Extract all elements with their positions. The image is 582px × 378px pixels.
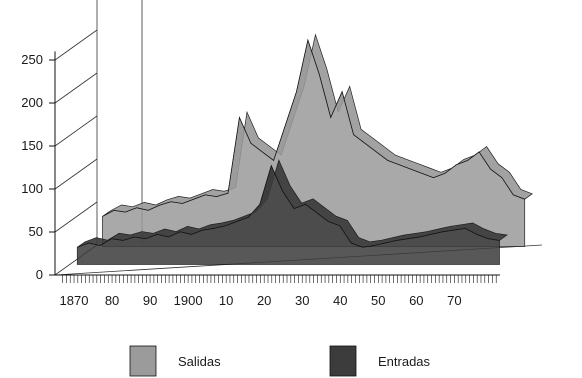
x-tick-label: 60 xyxy=(409,293,423,308)
x-tick-label: 50 xyxy=(371,293,385,308)
series-salidas xyxy=(102,38,526,247)
y-tick-label: 50 xyxy=(29,224,43,239)
series-entradas xyxy=(76,164,500,265)
x-tick-label: 80 xyxy=(105,293,119,308)
legend-swatch-entradas xyxy=(329,345,357,377)
y-tick-label: 200 xyxy=(21,95,43,110)
grid-line xyxy=(54,115,98,147)
x-tick-label: 20 xyxy=(257,293,271,308)
legend-label-salidas: Salidas xyxy=(178,354,221,369)
x-tick-label: 1900 xyxy=(174,293,203,308)
x-tick-label: 30 xyxy=(295,293,309,308)
y-tick-label: 100 xyxy=(21,181,43,196)
grid-line xyxy=(54,201,98,233)
legend-label-entradas: Entradas xyxy=(378,354,431,369)
chart-legend: Salidas Entradas xyxy=(129,345,431,377)
chart-axes: 0 50 100 150 200 250 1870 80 90 1900 10 20 30 40 50 60 7… xyxy=(21,51,500,308)
x-tick-label: 90 xyxy=(143,293,157,308)
y-tick-label: 0 xyxy=(36,267,43,282)
grid-line xyxy=(54,29,98,61)
x-tick-label: 70 xyxy=(447,293,461,308)
x-tick-label: 1870 xyxy=(60,293,89,308)
chart-series xyxy=(76,33,533,265)
grid-line xyxy=(54,158,98,190)
legend-swatch-salidas xyxy=(129,345,157,377)
x-tick-label: 10 xyxy=(219,293,233,308)
y-tick-label: 250 xyxy=(21,52,43,67)
y-tick-label: 150 xyxy=(21,138,43,153)
grid-line xyxy=(54,72,98,104)
x-tick-label: 40 xyxy=(333,293,347,308)
